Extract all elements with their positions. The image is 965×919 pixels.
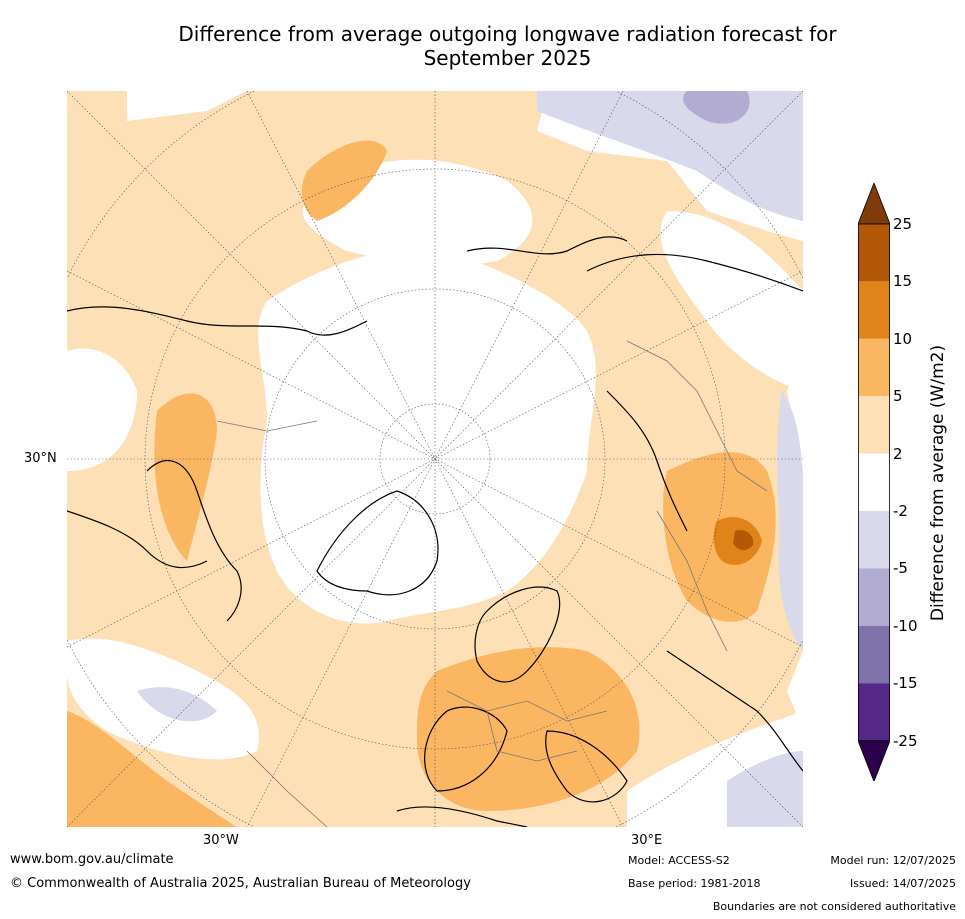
colorbar-segment <box>858 281 890 339</box>
near-average-region-west <box>67 348 137 471</box>
anomaly-neg-2-5-region-ne <box>537 91 803 221</box>
chart-title: Difference from average outgoing longwav… <box>0 22 965 70</box>
title-line-1: Difference from average outgoing longwav… <box>178 22 837 46</box>
colorbar-tick-label: -15 <box>893 674 918 693</box>
anomaly-5-10-region-europe <box>417 647 640 811</box>
graticule <box>67 91 803 827</box>
anomaly-neg-5-10-region-ne <box>683 91 750 124</box>
country-boundaries <box>216 340 768 827</box>
near-average-region-arctic <box>258 248 596 624</box>
lon-label-30e: 30°E <box>631 833 663 848</box>
colorbar-segment <box>858 511 890 569</box>
colorbar-tick-label: 2 <box>893 444 903 463</box>
colorbar-tick-label: 10 <box>893 329 913 348</box>
anomaly-15-25-region <box>733 529 754 551</box>
colorbar-extend-top <box>858 183 890 225</box>
base-period-text: Base period: 1981-2018 <box>628 877 761 890</box>
issued-text: Issued: 14/07/2025 <box>849 877 956 890</box>
anomaly-5-10-region-sw <box>67 711 237 827</box>
disclaimer-text: Boundaries are not considered authoritat… <box>712 900 956 913</box>
forecast-map <box>67 91 803 827</box>
anomaly-neg-2-5-region-e <box>777 391 803 651</box>
colorbar-segment <box>858 625 890 684</box>
colorbar-segment <box>858 683 890 741</box>
colorbar-segment <box>858 338 890 397</box>
colorbar-tick-label: 5 <box>893 387 903 406</box>
near-average-region-east <box>660 211 803 391</box>
colorbar-tick-label: -10 <box>893 616 918 635</box>
colorbar-segment <box>858 453 890 511</box>
website-link[interactable]: www.bom.gov.au/climate <box>10 852 174 867</box>
anomaly-5-10-region-w <box>154 393 217 561</box>
colorbar-segment <box>858 224 890 282</box>
model-run-text: Model run: 12/07/2025 <box>830 854 956 867</box>
map-svg <box>67 91 803 827</box>
colorbar-extend-bottom <box>858 740 890 781</box>
colorbar-label: Difference from average (W/m2) <box>928 344 948 622</box>
lon-label-30w: 30°W <box>203 833 239 848</box>
colorbar <box>858 183 890 781</box>
colorbar-segment <box>858 396 890 454</box>
model-text: Model: ACCESS-S2 <box>628 854 730 867</box>
colorbar-tick-label: -2 <box>893 502 908 520</box>
colorbar-segment <box>858 568 890 626</box>
colorbar-tick-label: 25 <box>893 215 913 233</box>
colorbar-tick-label: -5 <box>893 559 908 578</box>
title-line-2: September 2025 <box>423 46 592 70</box>
colorbar-tick-label: 15 <box>893 272 913 291</box>
lat-label-30n: 30°N <box>24 451 57 466</box>
anomaly-5-10-region-n <box>301 140 387 221</box>
copyright-text: © Commonwealth of Australia 2025, Austra… <box>10 876 471 891</box>
anomaly-neg-2-5-region-w <box>137 687 217 722</box>
colorbar-tick-label: -25 <box>893 731 918 750</box>
coastlines <box>67 236 803 827</box>
